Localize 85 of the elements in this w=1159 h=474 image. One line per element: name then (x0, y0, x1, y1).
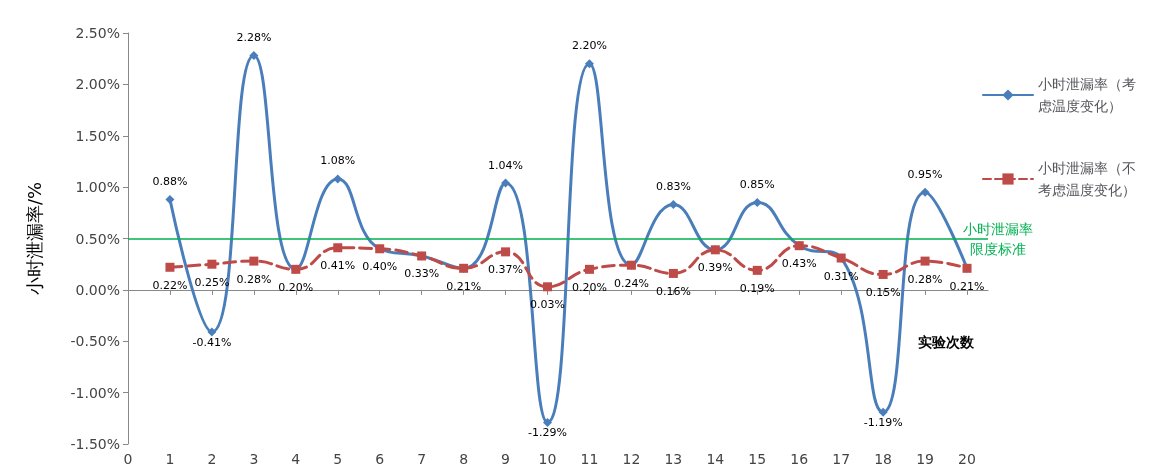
y-tick-label: -0.50% (70, 333, 120, 350)
point (333, 243, 343, 253)
legend-label: 小时泄漏率（考虑温度变化） (1038, 76, 1136, 114)
x-tick-label: 6 (375, 451, 385, 467)
y-axis-title: 小时泄漏率/% (23, 181, 45, 296)
x-tick-label: 10 (538, 451, 557, 467)
data-label: 0.95% (907, 167, 943, 181)
data-label: -1.19% (863, 415, 903, 429)
point (501, 178, 511, 188)
point (668, 200, 678, 210)
data-label: 0.28% (236, 272, 272, 286)
data-label: 0.40% (362, 260, 398, 274)
data-label: 0.37% (488, 263, 524, 277)
legend-label: 小时泄漏率（不考虑温度变化） (1038, 160, 1136, 198)
x-tick-label: 14 (706, 451, 725, 467)
point (207, 327, 217, 337)
point (333, 174, 343, 184)
point (584, 59, 594, 69)
data-label: -1.29% (528, 425, 567, 439)
point (752, 198, 762, 208)
y-tick-label: 1.50% (75, 127, 120, 144)
point (501, 247, 511, 257)
data-label: 1.04% (488, 158, 524, 172)
x-tick-label: 5 (333, 451, 343, 467)
point (752, 265, 762, 275)
data-label: 0.83% (655, 180, 691, 194)
x-tick-label: 11 (580, 451, 599, 467)
data-label: 0.28% (907, 272, 943, 286)
data-label: 0.41% (320, 259, 356, 273)
x-axis-title: 实验次数 (918, 333, 975, 350)
x-tick-label: 18 (874, 451, 893, 467)
data-label: 0.88% (152, 174, 188, 188)
x-tick-label: 8 (459, 451, 469, 467)
data-label: 0.22% (152, 278, 188, 292)
x-tick-label: 20 (958, 451, 976, 467)
point (878, 407, 888, 417)
data-label: 0.85% (739, 178, 775, 192)
data-label: 0.24% (613, 276, 649, 290)
data-label: 0.15% (865, 285, 901, 299)
data-label: 0.20% (278, 280, 314, 294)
x-tick-label: 15 (748, 451, 767, 467)
data-label: 0.19% (739, 281, 775, 295)
data-label: 0.21% (949, 279, 985, 293)
x-tick-label: 9 (501, 451, 511, 467)
y-tick-label: 0.00% (75, 281, 120, 298)
point (543, 417, 553, 427)
y-tick-label: 2.00% (75, 76, 120, 93)
point (920, 187, 930, 197)
y-tick-label: 2.50% (75, 25, 120, 41)
data-label: 0.33% (404, 267, 440, 281)
data-label: 0.43% (781, 257, 817, 271)
point (668, 268, 678, 278)
point (165, 262, 175, 272)
x-tick-label: 0 (123, 451, 133, 467)
x-tick-label: 2 (207, 451, 217, 467)
point (878, 269, 888, 279)
data-label: 2.28% (236, 31, 272, 45)
data-label: 0.16% (655, 284, 691, 298)
point (165, 194, 175, 204)
point (249, 51, 259, 61)
data-label: 0.21% (446, 279, 482, 293)
x-tick-label: 4 (291, 451, 301, 467)
point (584, 264, 594, 274)
data-label: -0.41% (192, 335, 232, 349)
x-tick-label: 12 (622, 451, 641, 467)
y-tick-label: -1.50% (70, 436, 120, 452)
y-tick-label: -1.00% (70, 384, 120, 401)
data-label: 1.08% (320, 154, 356, 168)
x-tick-label: 3 (249, 451, 259, 467)
point (207, 259, 217, 269)
x-tick-label: 19 (916, 451, 934, 467)
point (543, 282, 553, 292)
y-tick-label: 0.50% (75, 230, 120, 247)
x-tick-label: 13 (664, 451, 683, 467)
x-tick-label: 7 (417, 451, 427, 467)
ref-line-label: 小时泄漏率限度标准 (963, 220, 1033, 257)
y-tick-label: 1.00% (75, 179, 120, 196)
point (249, 256, 259, 266)
data-label: 0.39% (697, 261, 733, 275)
data-label: 2.20% (571, 39, 607, 53)
point (920, 256, 930, 266)
x-tick-label: 16 (790, 451, 809, 467)
data-label: 0.20% (571, 280, 607, 294)
x-tick-label: 17 (832, 451, 851, 467)
x-tick-label: 1 (165, 451, 175, 467)
